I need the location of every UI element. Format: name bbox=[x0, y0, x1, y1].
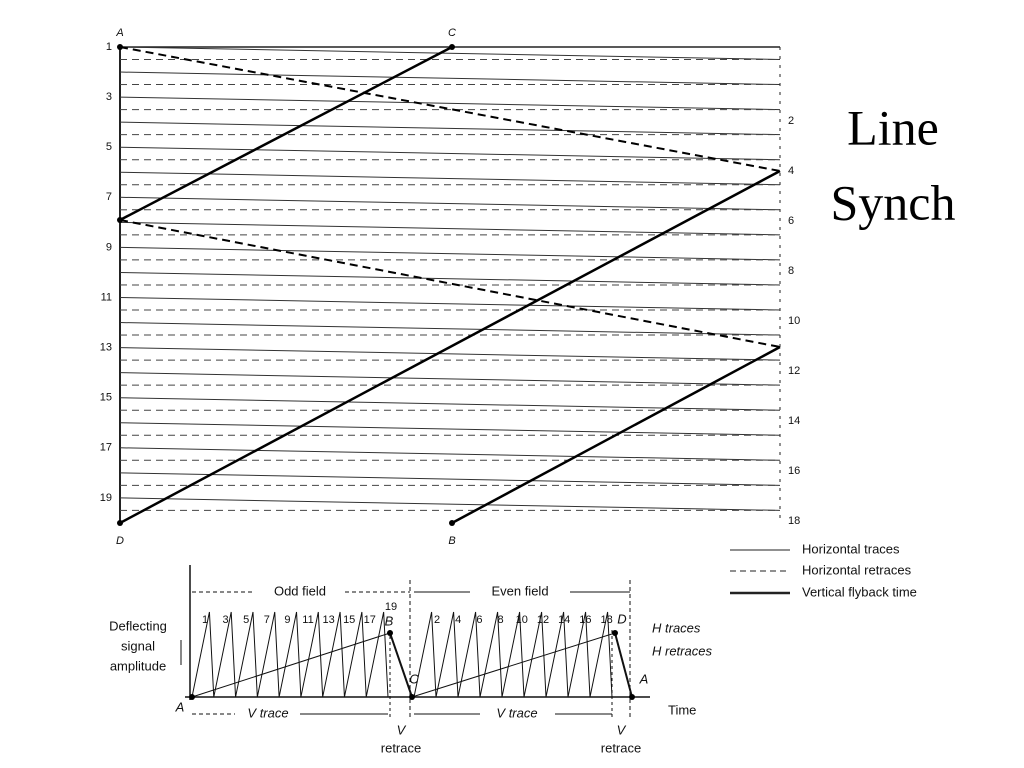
h-trace bbox=[119, 121, 781, 136]
point-label: A bbox=[639, 671, 649, 686]
flyback bbox=[119, 45, 781, 525]
corner-label: D bbox=[116, 535, 124, 547]
line-number: 9 bbox=[106, 241, 112, 253]
legend-label: Horizontal traces bbox=[802, 541, 900, 556]
field-label: Even field bbox=[491, 583, 548, 598]
v-retrace: V bbox=[397, 722, 407, 737]
h-trace bbox=[119, 447, 781, 461]
h-trace bbox=[119, 146, 781, 161]
h-trace bbox=[119, 297, 781, 311]
line-number: 17 bbox=[100, 442, 112, 454]
line-number: 2 bbox=[788, 115, 794, 127]
y-label: amplitude bbox=[110, 658, 166, 673]
v-retrace: V bbox=[617, 722, 627, 737]
line-number: 3 bbox=[223, 614, 229, 626]
point-label: B bbox=[385, 613, 394, 628]
legend-label: Horizontal retraces bbox=[802, 562, 912, 577]
line-number: 13 bbox=[322, 614, 334, 626]
h-trace bbox=[119, 246, 781, 261]
corner-label: A bbox=[115, 27, 123, 39]
waveform-axes bbox=[180, 565, 650, 720]
corner-label: B bbox=[448, 535, 455, 547]
line-number: 8 bbox=[788, 265, 794, 277]
title: Line bbox=[847, 99, 939, 155]
legend-label: Vertical flyback time bbox=[802, 584, 917, 599]
corner-label: C bbox=[448, 27, 456, 39]
line-number: 11 bbox=[101, 291, 112, 303]
v-retrace: retrace bbox=[381, 740, 421, 755]
line-number: 17 bbox=[364, 614, 376, 626]
line-number: 7 bbox=[264, 614, 270, 626]
sawtooth-even bbox=[413, 611, 613, 698]
v-retrace: retrace bbox=[601, 740, 641, 755]
line-number: 19 bbox=[100, 492, 112, 504]
line-number: 6 bbox=[476, 614, 482, 626]
line-number: 4 bbox=[455, 614, 461, 626]
corner-dots bbox=[117, 44, 455, 526]
line-number: 16 bbox=[579, 614, 591, 626]
line-number: 8 bbox=[498, 614, 504, 626]
line-number: 12 bbox=[788, 365, 800, 377]
line-number: 9 bbox=[284, 614, 290, 626]
line-number: 15 bbox=[343, 614, 355, 626]
h-trace bbox=[119, 497, 781, 511]
h-retraces: H retraces bbox=[652, 643, 712, 658]
line-number: 5 bbox=[106, 141, 112, 153]
sawtooth-odd bbox=[191, 611, 389, 698]
h-traces: H traces bbox=[652, 620, 701, 635]
line-number: 5 bbox=[243, 614, 249, 626]
line-number: 19 bbox=[385, 601, 397, 613]
v-trace: V trace bbox=[247, 705, 288, 720]
line-number: 4 bbox=[788, 165, 794, 177]
point-label: A bbox=[175, 699, 185, 714]
h-trace bbox=[119, 96, 781, 111]
scan-lines bbox=[119, 46, 781, 511]
y-label: Deflecting bbox=[109, 618, 167, 633]
line-number: 1 bbox=[202, 614, 208, 626]
line-number: 15 bbox=[100, 392, 112, 404]
h-trace bbox=[119, 171, 781, 186]
v-ramps bbox=[191, 632, 633, 698]
line-number: 14 bbox=[558, 614, 570, 626]
title: Synch bbox=[831, 174, 956, 230]
line-number: 16 bbox=[788, 465, 800, 477]
line-number: 2 bbox=[434, 614, 440, 626]
sawtooth bbox=[191, 611, 613, 698]
legend-lines bbox=[730, 549, 790, 595]
time-label: Time bbox=[668, 702, 696, 717]
h-trace bbox=[119, 347, 781, 361]
point-label: D bbox=[617, 611, 626, 626]
line-number: 14 bbox=[788, 415, 800, 427]
h-trace bbox=[119, 46, 781, 60]
h-trace bbox=[119, 71, 781, 86]
line-number: 10 bbox=[516, 614, 528, 626]
h-trace bbox=[119, 271, 781, 286]
field-label: Odd field bbox=[274, 583, 326, 598]
h-trace bbox=[119, 322, 781, 336]
line-number: 11 bbox=[302, 614, 313, 626]
line-number: 18 bbox=[600, 614, 612, 626]
point-label: C bbox=[409, 671, 419, 686]
line-number: 7 bbox=[106, 191, 112, 203]
h-trace bbox=[119, 472, 781, 486]
line-number: 6 bbox=[788, 215, 794, 227]
h-trace bbox=[119, 196, 781, 211]
h-trace bbox=[119, 221, 781, 236]
h-trace bbox=[119, 397, 781, 411]
line-number: 10 bbox=[788, 315, 800, 327]
line-number: 18 bbox=[788, 515, 800, 527]
line-number: 1 bbox=[106, 41, 112, 53]
line-number: 13 bbox=[100, 342, 112, 354]
v-trace: V trace bbox=[496, 705, 537, 720]
line-number: 3 bbox=[106, 91, 112, 103]
line-number: 12 bbox=[537, 614, 549, 626]
h-trace bbox=[119, 422, 781, 436]
h-trace bbox=[119, 372, 781, 386]
y-label: signal bbox=[121, 638, 155, 653]
